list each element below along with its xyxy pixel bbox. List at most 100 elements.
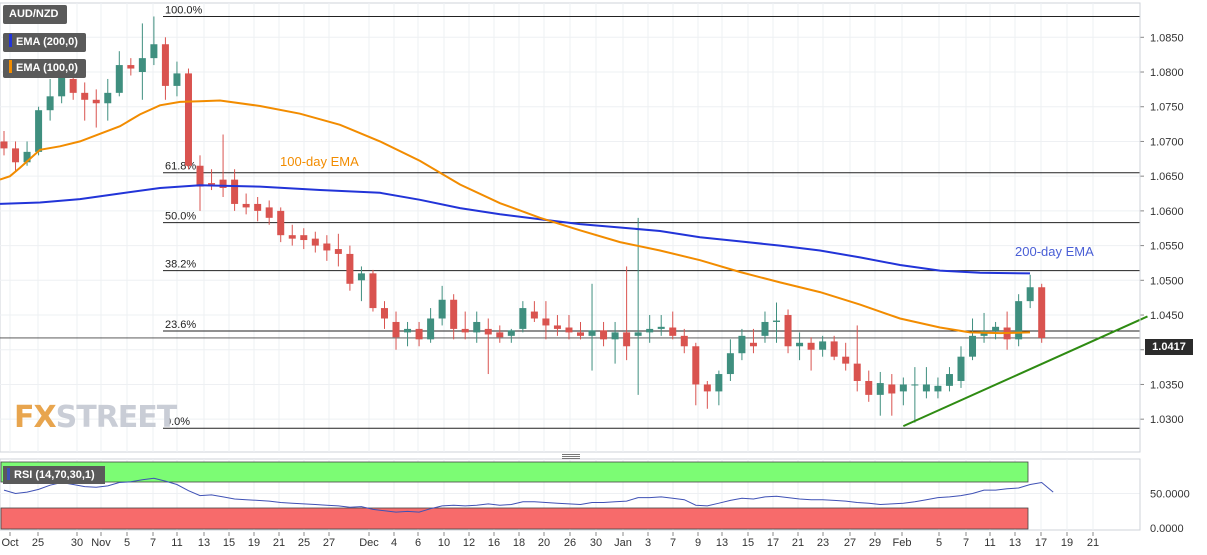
candle-body bbox=[669, 327, 677, 336]
candle bbox=[127, 58, 135, 76]
symbol-label: AUD/NZD bbox=[3, 5, 67, 24]
candle bbox=[334, 233, 342, 267]
candle bbox=[922, 367, 930, 399]
fib-label: 100.0% bbox=[165, 4, 203, 16]
candle bbox=[0, 131, 8, 156]
candle bbox=[173, 61, 181, 97]
candle-body bbox=[231, 179, 239, 204]
x-tick-label: Oct bbox=[1, 537, 18, 549]
x-tick-label: 27 bbox=[844, 537, 856, 549]
candle bbox=[184, 68, 192, 170]
candle bbox=[669, 311, 677, 340]
x-tick-label: 5 bbox=[936, 537, 942, 549]
candle-body bbox=[92, 99, 100, 104]
candle-body bbox=[784, 315, 792, 347]
candle-body bbox=[992, 326, 1000, 331]
candle bbox=[415, 321, 423, 347]
candle-body bbox=[738, 335, 746, 354]
candle-body bbox=[265, 207, 273, 218]
x-tick-label: 17 bbox=[767, 537, 779, 549]
candle bbox=[150, 16, 158, 66]
candle-body bbox=[277, 210, 285, 236]
candle-body bbox=[819, 341, 827, 350]
candle-body bbox=[865, 380, 873, 395]
candle-body bbox=[208, 183, 216, 185]
candle bbox=[450, 294, 458, 340]
y-tick-label: 1.0800 bbox=[1150, 67, 1184, 79]
candle bbox=[484, 318, 492, 375]
fib-label: 50.0% bbox=[165, 211, 196, 223]
x-tick-label: 3 bbox=[645, 537, 651, 549]
x-tick-label: 12 bbox=[463, 537, 475, 549]
x-tick-label: 20 bbox=[538, 537, 550, 549]
rsi-legend[interactable]: RSI (14,70,30,1) bbox=[3, 466, 105, 484]
candle-body bbox=[254, 203, 262, 211]
candle bbox=[600, 321, 608, 347]
y-tick-label: 1.0500 bbox=[1150, 275, 1184, 287]
candle-body bbox=[692, 346, 700, 385]
candle bbox=[427, 308, 435, 343]
candle-body bbox=[288, 235, 296, 239]
candle bbox=[611, 321, 619, 364]
candle-body bbox=[369, 273, 377, 309]
rsi-line bbox=[3, 477, 1054, 513]
ema100-line bbox=[0, 99, 1031, 335]
candle-body bbox=[773, 320, 781, 322]
x-tick-label: 7 bbox=[150, 537, 156, 549]
candle bbox=[115, 51, 123, 97]
candle-body bbox=[1015, 301, 1023, 340]
candle-body bbox=[196, 165, 204, 187]
candle bbox=[553, 315, 561, 336]
rsi-swatch bbox=[7, 468, 10, 480]
x-tick-label: 9 bbox=[695, 537, 701, 549]
candle-body bbox=[507, 330, 515, 336]
candle-body bbox=[680, 335, 688, 347]
x-tick-label: 13 bbox=[716, 537, 728, 549]
candle bbox=[346, 245, 354, 291]
y-tick-label: 1.0350 bbox=[1150, 379, 1184, 391]
rsi-tick-label: 0.0000 bbox=[1150, 523, 1184, 535]
candle-body bbox=[35, 110, 43, 152]
candle bbox=[404, 321, 412, 347]
candle bbox=[634, 217, 642, 395]
ema200-legend[interactable]: EMA (200,0) bbox=[3, 33, 86, 52]
candle-body bbox=[1038, 287, 1046, 338]
candle bbox=[784, 309, 792, 354]
last-price-tag: 1.0417 bbox=[1145, 339, 1193, 355]
candle-body bbox=[115, 65, 123, 93]
candle bbox=[865, 370, 873, 402]
candle bbox=[254, 196, 262, 222]
x-tick-label: 10 bbox=[438, 537, 450, 549]
candle-body bbox=[104, 92, 112, 104]
x-tick-label: 25 bbox=[32, 537, 44, 549]
pane-splitter-handle[interactable] bbox=[562, 454, 580, 459]
candle-body bbox=[830, 341, 838, 357]
candle bbox=[715, 370, 723, 406]
candle-body bbox=[242, 203, 250, 208]
candle-body bbox=[623, 332, 631, 347]
candle bbox=[703, 380, 711, 409]
x-tick-label: 16 bbox=[488, 537, 500, 549]
candle-body bbox=[23, 151, 31, 163]
candle bbox=[311, 231, 319, 253]
candle bbox=[934, 377, 942, 399]
candle-body bbox=[807, 342, 815, 350]
candle-body bbox=[715, 374, 723, 392]
candle-body bbox=[127, 65, 135, 69]
candle-body bbox=[657, 326, 665, 329]
candle-body bbox=[69, 78, 77, 93]
candle-body bbox=[922, 384, 930, 392]
x-tick-label: 7 bbox=[963, 537, 969, 549]
ema100-legend[interactable]: EMA (100,0) bbox=[3, 59, 86, 78]
x-tick-label: 21 bbox=[792, 537, 804, 549]
candle-body bbox=[346, 253, 354, 284]
fib-label: 0.0% bbox=[165, 416, 190, 428]
candle-body bbox=[161, 44, 169, 86]
candle-body bbox=[184, 73, 192, 166]
candle bbox=[876, 371, 884, 416]
candle-body bbox=[646, 328, 654, 333]
candle bbox=[46, 78, 54, 121]
candle bbox=[542, 301, 550, 340]
candle-body bbox=[530, 311, 538, 319]
